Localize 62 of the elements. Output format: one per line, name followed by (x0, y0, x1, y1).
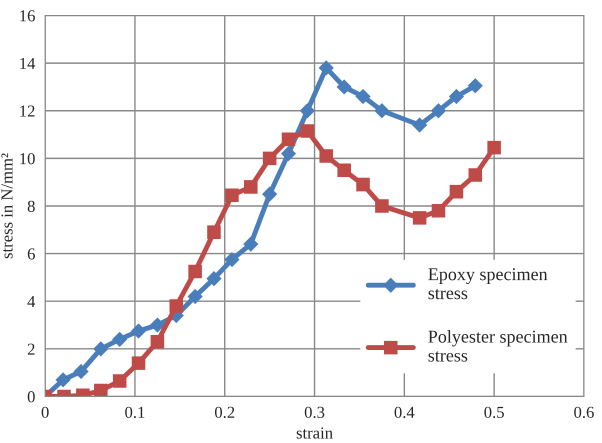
point (487, 140, 501, 154)
point (224, 252, 240, 267)
y-tick-label: 4 (27, 296, 36, 308)
y-tick-label: 14 (20, 58, 36, 69)
point (131, 324, 146, 338)
point (262, 186, 278, 202)
y-tick-label: 10 (20, 153, 35, 164)
point (225, 188, 239, 202)
point (112, 332, 128, 347)
point (74, 364, 88, 379)
point (282, 132, 296, 146)
point (468, 78, 483, 94)
point (300, 124, 314, 138)
point (243, 236, 258, 252)
point (94, 384, 108, 396)
y-tick-label: 12 (20, 105, 35, 117)
point (468, 168, 482, 182)
x-tick-label: 0.3 (304, 406, 324, 418)
y-tick-label: 2 (28, 344, 35, 355)
x-tick-label: 0.5 (484, 406, 504, 418)
y-tick-label: 6 (28, 248, 35, 260)
point (337, 164, 351, 178)
x-tick-label: 0.6 (574, 406, 594, 418)
point (169, 299, 184, 313)
point (262, 152, 276, 166)
point (207, 225, 221, 239)
point (93, 341, 108, 356)
point (300, 103, 315, 118)
point (112, 374, 126, 388)
point (356, 89, 370, 104)
point (319, 149, 333, 163)
point (150, 318, 165, 332)
x-tick-label: 0 (42, 406, 49, 418)
point (281, 146, 296, 162)
y-tick-label: 0 (28, 391, 35, 402)
x-axis-title: strain (296, 427, 333, 439)
y-tick-label: 16 (20, 10, 35, 22)
y-tick-label: 8 (28, 200, 35, 212)
point (56, 372, 71, 388)
point (132, 356, 146, 370)
y-axis-title: stress in N/mm² (1, 153, 13, 258)
x-tick-label: 0.1 (125, 406, 144, 418)
point (206, 271, 222, 286)
point (432, 204, 446, 218)
point (150, 334, 164, 348)
point (375, 199, 389, 213)
point (318, 60, 334, 76)
legend-label: Epoxy specimen stress (428, 268, 548, 300)
point (336, 80, 352, 94)
point (374, 103, 390, 118)
point (412, 211, 426, 225)
point (244, 180, 258, 194)
point (449, 89, 464, 104)
x-tick-label: 0.4 (394, 406, 414, 418)
point (356, 178, 370, 192)
point (412, 118, 428, 132)
point (188, 289, 203, 304)
point (188, 264, 202, 278)
point (450, 184, 464, 198)
point (431, 103, 446, 118)
x-tick-label: 0.2 (214, 406, 234, 418)
legend-label: Polyester specimen stress (428, 330, 568, 362)
